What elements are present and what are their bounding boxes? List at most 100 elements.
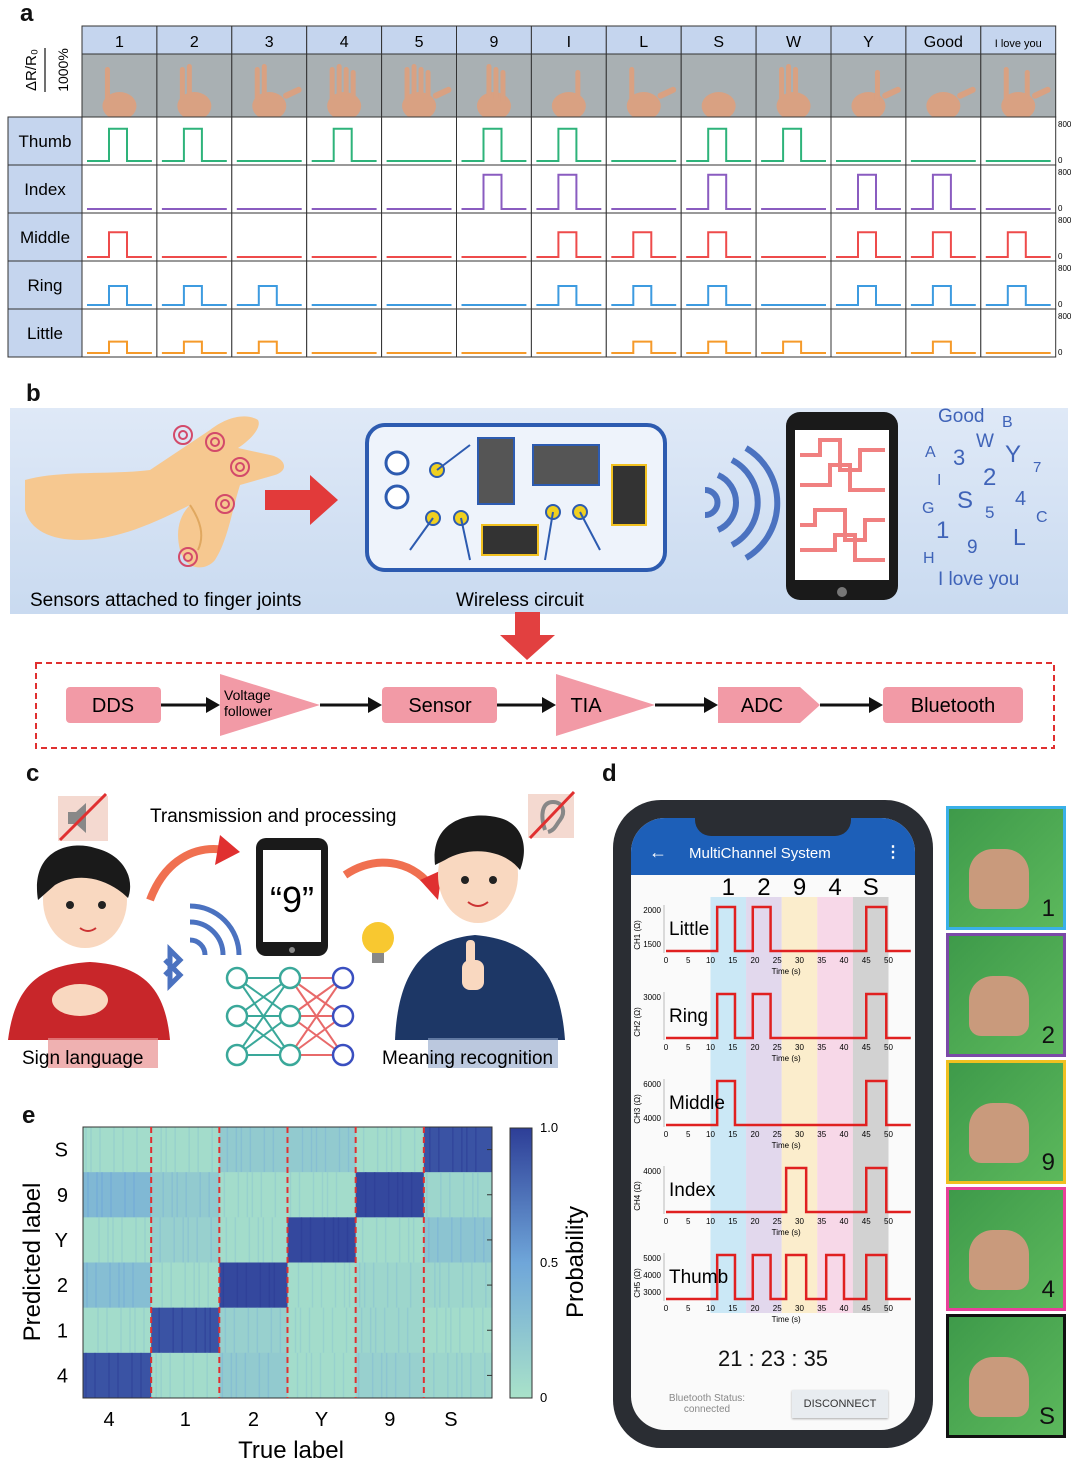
finger-signal-trace (910, 340, 976, 354)
network-node (278, 1004, 302, 1028)
gesture-header (381, 25, 458, 55)
app-title: MultiChannel System (689, 845, 831, 862)
gesture-band-label: 4 (828, 875, 841, 901)
finger-signal-trace (686, 285, 752, 306)
signal-cell (830, 164, 907, 214)
finger-signal-trace (161, 127, 227, 162)
signal-chain-block (718, 687, 820, 723)
heatmap-cell (219, 1172, 288, 1218)
hand-photo-icon (1001, 67, 1051, 120)
heatmap-cell (355, 1262, 425, 1309)
panel-label-a: a (20, 0, 34, 27)
signal-cell (980, 212, 1057, 262)
x-tick: 30 (795, 956, 804, 965)
hand-photo (969, 1103, 1029, 1163)
signal-cell (381, 212, 458, 262)
heatmap-cell (83, 1262, 152, 1309)
channel-name: Little (669, 919, 709, 940)
heatmap-cell (83, 1127, 152, 1173)
x-tick: 35 (817, 1130, 826, 1139)
axis-min-label: 0 (1058, 204, 1063, 213)
left-caption: Sign language (22, 1048, 144, 1069)
channel-name: Ring (669, 1006, 708, 1027)
channel-trace (666, 1253, 911, 1301)
network-node (225, 1043, 249, 1067)
gesture-band (817, 897, 853, 1313)
signal-cell (830, 308, 907, 358)
gesture-letter: 2 (983, 464, 996, 491)
gesture-letter: Good (938, 406, 984, 427)
signal-cell (381, 308, 458, 358)
gesture-header (456, 25, 532, 55)
finger-signal-trace (611, 285, 677, 306)
finger-signal-trace (836, 173, 901, 210)
gesture-band-label: 1 (722, 875, 735, 901)
x-tick: 5 (686, 1043, 691, 1052)
x-tick: 20 (751, 1217, 760, 1226)
curved-arrow-icon (146, 845, 226, 902)
disconnect-button[interactable]: DISCONNECT (792, 1390, 888, 1418)
signal-chain-block (382, 687, 497, 723)
finger-row-header (7, 308, 83, 358)
lightbulb-icon (362, 922, 394, 963)
signal-chain-block (883, 687, 1023, 723)
x-tick: 40 (840, 1043, 849, 1052)
signal-cell (680, 164, 757, 214)
photo-label: S (1038, 1403, 1055, 1430)
gesture-letter: 1 (936, 517, 949, 544)
colorbar-label: Probability (562, 1206, 589, 1318)
heatmap-cell (423, 1127, 493, 1173)
channel-name: Middle (669, 1093, 725, 1114)
finger-signal-trace (761, 340, 826, 354)
x-tick: 50 (884, 956, 893, 965)
signal-cell (680, 212, 757, 262)
y-tick-label: 4 (57, 1365, 68, 1387)
clock-readout: 21 : 23 : 35 (717, 1346, 829, 1371)
more-menu-icon[interactable]: ⋮ (885, 844, 901, 861)
colorbar-tick-min: 0 (540, 1390, 547, 1405)
signal-cell (530, 164, 607, 214)
heatmap-cell (355, 1172, 425, 1218)
photo-label: 2 (1041, 1022, 1055, 1049)
heatmap-cell (355, 1217, 425, 1263)
hand-photo-icon (476, 64, 511, 120)
heatmap-cell (151, 1352, 220, 1399)
colorbar-tick-mid: 0.5 (540, 1255, 558, 1270)
gesture-header (980, 25, 1057, 55)
panel-c-illustration: Transmission and processing Sign languag… (8, 790, 576, 1069)
finger-row-header (7, 164, 83, 214)
heatmap-cell (355, 1127, 425, 1173)
scale-label: ΔR/R₀ (23, 49, 40, 91)
x-tick: 10 (706, 1130, 715, 1139)
signal-cell (755, 308, 832, 358)
hand-photo (969, 849, 1029, 909)
hand-photo-icon (177, 64, 212, 120)
hand-photo-icon (626, 67, 677, 120)
back-arrow-icon[interactable]: ← (649, 842, 667, 862)
signal-cell (980, 164, 1057, 214)
finger-signal-trace (536, 127, 602, 162)
photo-label: 9 (1041, 1149, 1055, 1176)
finger-signal-trace (611, 231, 677, 258)
channel-y-tick: 2000 (643, 906, 661, 915)
x-tick-label: 4 (104, 1409, 115, 1431)
x-tick: 30 (795, 1217, 804, 1226)
network-node (331, 1004, 355, 1028)
gesture-letter: H (923, 550, 935, 567)
channel-name: Index (669, 1180, 716, 1201)
gesture-letter: I love you (938, 569, 1019, 590)
x-tick: 45 (862, 1130, 871, 1139)
x-tick-label: 2 (248, 1409, 259, 1431)
y-tick-label: 9 (57, 1185, 68, 1207)
finger-signal-trace (536, 231, 602, 258)
channel-y-tick: 6000 (643, 1080, 661, 1089)
x-tick: 45 (862, 1043, 871, 1052)
signal-cell (605, 308, 682, 358)
heatmap-cell (219, 1217, 288, 1263)
hand-photo (969, 1230, 1029, 1290)
heatmap-cell (219, 1307, 288, 1354)
finger-signal-trace (686, 127, 752, 162)
network-node (278, 966, 302, 990)
caption-bg-2 (428, 1038, 558, 1068)
signal-cell (231, 116, 308, 166)
